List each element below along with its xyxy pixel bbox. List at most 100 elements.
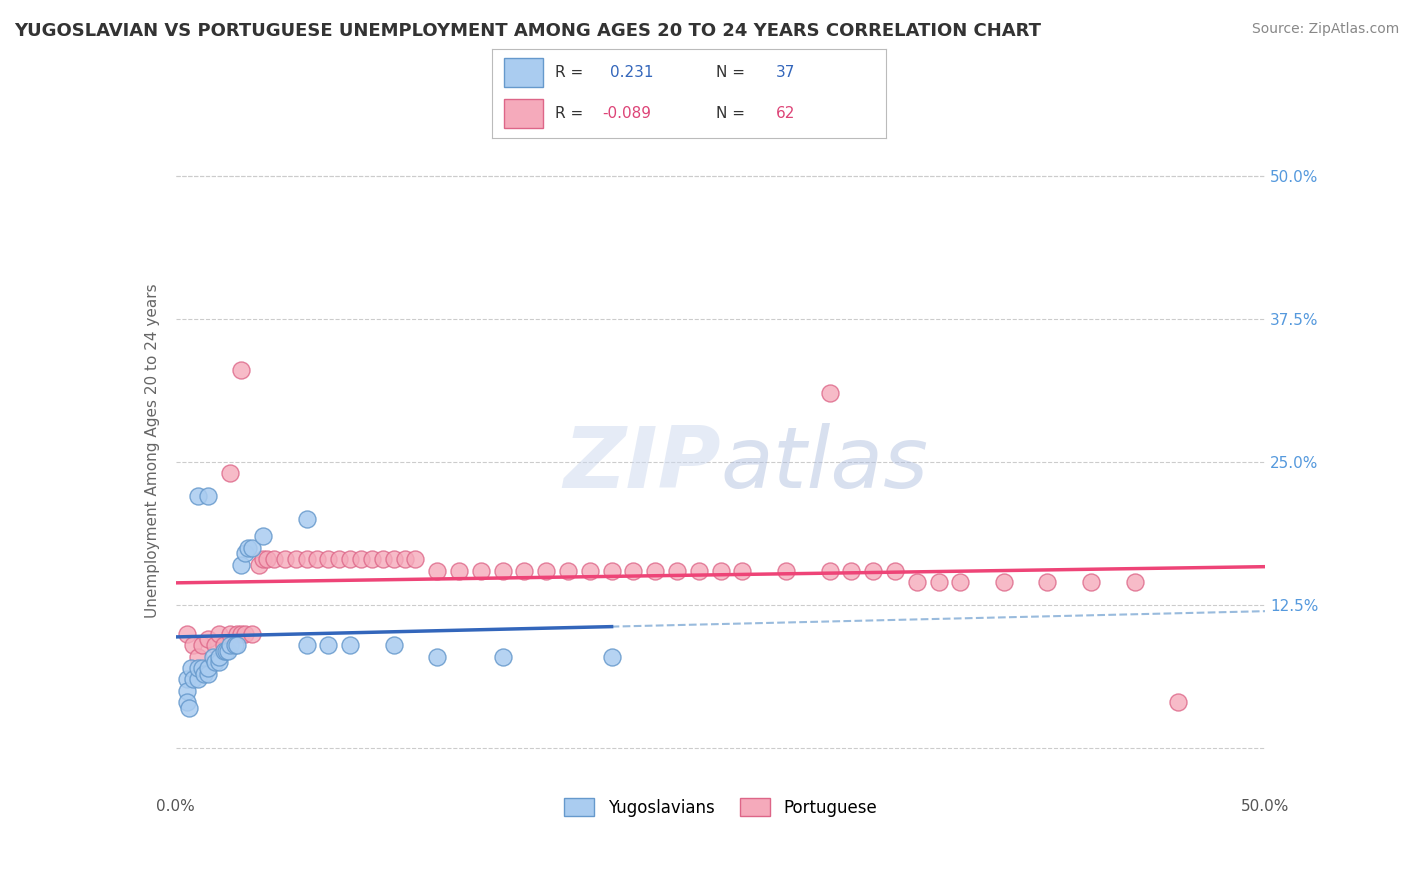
Point [252, 552, 274, 566]
Point [231, 626, 253, 640]
Point [212, 644, 235, 658]
Point [204, 655, 226, 669]
Point [236, 541, 259, 555]
Point [1036, 575, 1059, 590]
Point [197, 489, 219, 503]
Point [492, 649, 515, 664]
Point [394, 552, 416, 566]
Point [181, 638, 204, 652]
Text: N =: N = [717, 106, 745, 120]
Point [176, 626, 198, 640]
Point [191, 638, 214, 652]
Point [186, 673, 209, 687]
Point [224, 638, 246, 652]
Point [208, 655, 231, 669]
Text: YUGOSLAVIAN VS PORTUGUESE UNEMPLOYMENT AMONG AGES 20 TO 24 YEARS CORRELATION CHA: YUGOSLAVIAN VS PORTUGUESE UNEMPLOYMENT A… [14, 22, 1040, 40]
Point [191, 661, 214, 675]
Point [426, 649, 449, 664]
Point [731, 564, 754, 578]
Point [339, 638, 361, 652]
Point [274, 552, 297, 566]
Point [600, 649, 623, 664]
Point [231, 363, 253, 377]
Point [447, 564, 470, 578]
Point [225, 626, 247, 640]
Point [579, 564, 602, 578]
Legend: Yugoslavians, Portuguese: Yugoslavians, Portuguese [558, 792, 883, 823]
Point [197, 661, 219, 675]
Point [666, 564, 689, 578]
Point [186, 489, 209, 503]
Text: atlas: atlas [721, 423, 928, 506]
Point [204, 638, 226, 652]
Point [180, 661, 202, 675]
Text: R =: R = [555, 106, 583, 120]
Point [557, 564, 579, 578]
Point [240, 626, 263, 640]
Point [247, 558, 270, 572]
Point [217, 644, 239, 658]
Text: 62: 62 [776, 106, 794, 120]
Point [235, 626, 257, 640]
Point [219, 638, 242, 652]
Point [295, 512, 318, 526]
Point [905, 575, 928, 590]
Point [862, 564, 884, 578]
Point [318, 552, 340, 566]
Point [219, 467, 242, 481]
Point [328, 552, 350, 566]
Point [197, 632, 219, 647]
Point [295, 638, 318, 652]
Point [177, 701, 200, 715]
Point [181, 673, 204, 687]
Point [710, 564, 733, 578]
Point [884, 564, 907, 578]
Point [928, 575, 950, 590]
Point [219, 626, 242, 640]
Point [201, 649, 224, 664]
Text: ZIP: ZIP [562, 423, 721, 506]
Point [208, 649, 231, 664]
Bar [503, 99, 543, 128]
Point [176, 683, 198, 698]
Point [208, 626, 231, 640]
Point [176, 695, 198, 709]
Point [295, 552, 318, 566]
Point [513, 564, 536, 578]
Point [818, 564, 841, 578]
Point [318, 638, 340, 652]
Point [470, 564, 492, 578]
Point [621, 564, 644, 578]
Point [644, 564, 666, 578]
Text: 37: 37 [776, 65, 794, 79]
Point [360, 552, 382, 566]
Bar [503, 58, 543, 87]
Point [263, 552, 285, 566]
Point [231, 558, 253, 572]
Point [235, 546, 257, 561]
Point [841, 564, 863, 578]
Point [688, 564, 710, 578]
Point [492, 564, 515, 578]
Point [197, 666, 219, 681]
Point [193, 666, 215, 681]
Point [176, 673, 198, 687]
Point [256, 552, 278, 566]
Text: 0.231: 0.231 [610, 65, 654, 79]
Point [775, 564, 797, 578]
Y-axis label: Unemployment Among Ages 20 to 24 years: Unemployment Among Ages 20 to 24 years [145, 283, 160, 618]
Point [350, 552, 373, 566]
Point [1167, 695, 1189, 709]
Text: Source: ZipAtlas.com: Source: ZipAtlas.com [1251, 22, 1399, 37]
Point [1123, 575, 1146, 590]
Point [186, 649, 209, 664]
Point [215, 644, 238, 658]
Point [382, 638, 405, 652]
Text: N =: N = [717, 65, 745, 79]
Point [307, 552, 329, 566]
Point [225, 638, 247, 652]
Point [284, 552, 307, 566]
Point [949, 575, 972, 590]
Point [339, 552, 361, 566]
Point [212, 638, 235, 652]
